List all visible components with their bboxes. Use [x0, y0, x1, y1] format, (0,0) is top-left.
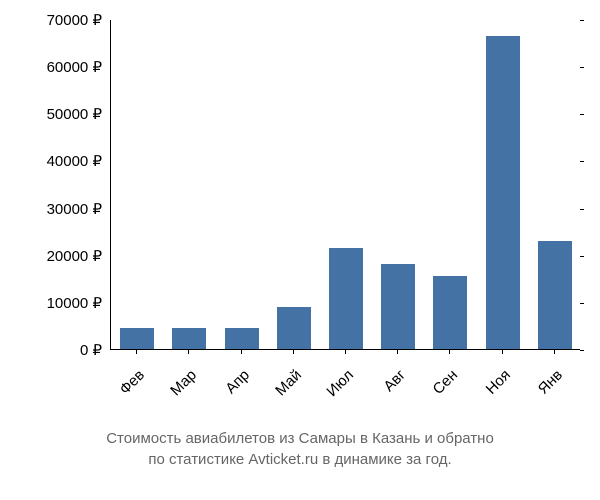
- x-axis-tick: [397, 350, 398, 354]
- y-axis-label: 0 ₽: [80, 341, 102, 359]
- x-axis-label: Мар: [168, 366, 201, 399]
- bar: [433, 276, 467, 349]
- x-axis-tick: [449, 350, 450, 354]
- x-axis-tick: [241, 350, 242, 354]
- bar: [329, 248, 363, 349]
- y-axis-tick: [580, 67, 584, 68]
- y-axis-tick: [580, 256, 584, 257]
- x-axis-label: Июл: [323, 366, 357, 400]
- x-axis-label: Май: [272, 366, 305, 399]
- chart-caption: Стоимость авиабилетов из Самары в Казань…: [0, 428, 600, 470]
- price-chart: 0 ₽ 10000 ₽ 20000 ₽ 30000 ₽ 40000 ₽ 50000 ₽ 60…: [10, 20, 590, 400]
- x-axis-label: Авг: [381, 366, 410, 395]
- bar: [277, 307, 311, 349]
- x-axis-tick: [502, 350, 503, 354]
- bar: [225, 328, 259, 349]
- y-axis-tick: [580, 209, 584, 210]
- y-axis-label: 30000 ₽: [47, 200, 102, 218]
- x-axis-tick: [554, 350, 555, 354]
- caption-line-2: по статистике Avticket.ru в динамике за …: [148, 451, 451, 468]
- y-axis-label: 20000 ₽: [47, 247, 102, 265]
- y-axis-tick: [580, 161, 584, 162]
- x-axis-label: Апр: [222, 366, 253, 397]
- plot-area: [110, 20, 580, 350]
- caption-line-1: Стоимость авиабилетов из Самары в Казань…: [106, 430, 494, 447]
- x-axis-tick: [293, 350, 294, 354]
- x-axis-tick: [136, 350, 137, 354]
- x-axis-tick: [188, 350, 189, 354]
- y-axis: 0 ₽10000 ₽20000 ₽30000 ₽40000 ₽50000 ₽60…: [10, 20, 110, 350]
- bar: [486, 36, 520, 350]
- bar: [381, 264, 415, 349]
- x-axis-label: Фев: [116, 366, 148, 398]
- x-axis-label: Янв: [535, 366, 566, 397]
- x-axis-label: Сен: [430, 366, 461, 397]
- y-axis-tick: [580, 114, 584, 115]
- x-axis: Фев Мар Апр Май Июл Авг Сен Ноя Янв: [110, 350, 580, 400]
- bar: [172, 328, 206, 349]
- y-axis-label: 50000 ₽: [47, 105, 102, 123]
- y-axis-tick: [580, 303, 584, 304]
- bar: [120, 328, 154, 349]
- y-axis-label: 10000 ₽: [47, 294, 102, 312]
- y-axis-label: 40000 ₽: [47, 152, 102, 170]
- y-axis-label: 70000 ₽: [47, 11, 102, 29]
- y-axis-label: 60000 ₽: [47, 58, 102, 76]
- y-axis-tick: [580, 350, 584, 351]
- bar: [538, 241, 572, 349]
- x-axis-label: Ноя: [482, 366, 513, 397]
- x-axis-tick: [345, 350, 346, 354]
- y-axis-tick: [580, 20, 584, 21]
